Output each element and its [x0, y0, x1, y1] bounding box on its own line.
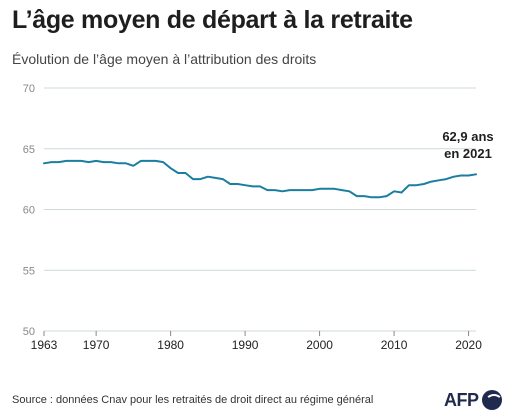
y-tick-label: 65 — [23, 144, 35, 156]
source-note: Source : données Cnav pour les retraités… — [12, 394, 374, 406]
y-tick-label: 50 — [23, 326, 35, 338]
chart-title: L’âge moyen de départ à la retraite — [12, 6, 413, 34]
y-tick-label: 55 — [23, 265, 35, 277]
logo-text: AFP — [444, 389, 479, 410]
x-tick-label: 2010 — [381, 338, 408, 352]
annotation-line1: 62,9 ans — [442, 129, 493, 144]
afp-logo-icon — [481, 390, 502, 410]
x-tick-label: 1970 — [83, 338, 110, 352]
x-tick-label: 1963 — [31, 338, 58, 352]
y-tick-label: 60 — [23, 205, 35, 217]
x-tick-label: 2000 — [306, 338, 333, 352]
afp-logo: AFP — [444, 389, 502, 411]
x-tick-label: 1980 — [157, 338, 184, 352]
y-tick-label: 70 — [23, 83, 35, 95]
annotation-line2: en 2021 — [444, 146, 492, 161]
series-line — [43, 159, 477, 199]
x-tick-label: 2020 — [455, 338, 482, 352]
x-tick-label: 1990 — [232, 338, 259, 352]
chart-subtitle: Évolution de l’âge moyen à l’attribution… — [12, 51, 317, 67]
